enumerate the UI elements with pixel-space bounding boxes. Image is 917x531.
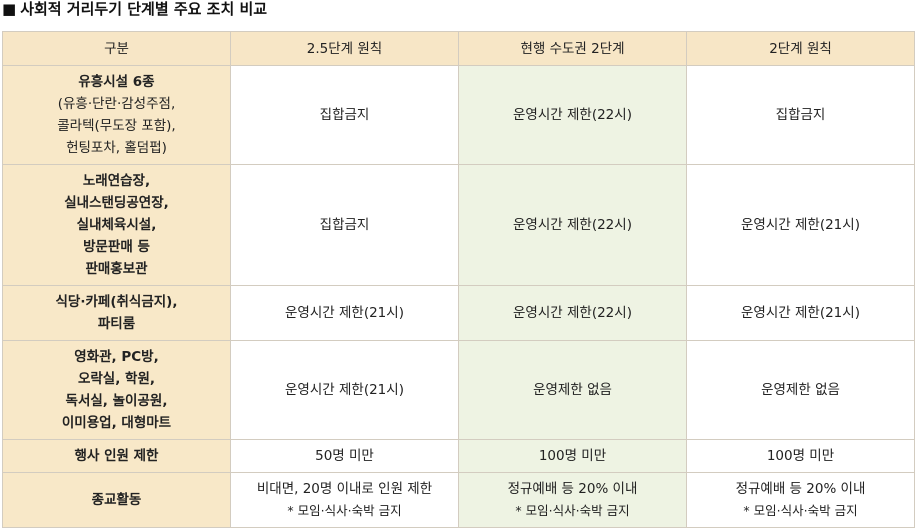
cell-current-capital-level-2: 정규예배 등 20% 이내 * 모임·식사·숙박 금지 bbox=[458, 472, 687, 528]
row-category: 식당·카페(취식금지), 파티룸 bbox=[2, 285, 231, 341]
cell-current-capital-level-2: 운영시간 제한(22시) bbox=[458, 164, 687, 286]
row-category-subline: 콜라텍(무도장 포함), bbox=[57, 118, 176, 134]
cell-text: 비대면, 20명 이내로 인원 제한 bbox=[256, 481, 433, 497]
cell-current-capital-level-2: 100명 미만 bbox=[458, 439, 687, 473]
measures-comparison-table: 구분 2.5단계 원칙 현행 수도권 2단계 2단계 원칙 유흥시설 6종 (유흥… bbox=[2, 31, 915, 528]
cell-text: 집합금지 bbox=[319, 107, 370, 123]
row-category: 행사 인원 제한 bbox=[2, 439, 231, 473]
row-category-line: 방문판매 등 bbox=[83, 239, 150, 255]
row-category-line: 영화관, PC방, bbox=[74, 349, 159, 365]
cell-text: 운영시간 제한(21시) bbox=[285, 305, 404, 321]
page-title-text: 사회적 거리두기 단계별 주요 조치 비교 bbox=[20, 0, 268, 18]
cell-text: 운영제한 없음 bbox=[533, 382, 612, 398]
row-category-line: 실내스탠딩공연장, bbox=[64, 195, 169, 211]
cell-level-2-5-principle: 집합금지 bbox=[230, 164, 459, 286]
row-category: 유흥시설 6종 (유흥·단란·감성주점, 콜라텍(무도장 포함), 헌팅포차, 홀덤펍… bbox=[2, 65, 231, 165]
cell-current-capital-level-2: 운영시간 제한(22시) bbox=[458, 65, 687, 165]
table-row: 유흥시설 6종 (유흥·단란·감성주점, 콜라텍(무도장 포함), 헌팅포차, 홀덤펍… bbox=[2, 65, 915, 165]
table-header-row: 구분 2.5단계 원칙 현행 수도권 2단계 2단계 원칙 bbox=[2, 31, 915, 66]
cell-text: 정규예배 등 20% 이내 bbox=[735, 481, 866, 497]
row-category: 종교활동 bbox=[2, 472, 231, 528]
cell-text: 집합금지 bbox=[775, 107, 826, 123]
table-row: 영화관, PC방, 오락실, 학원, 독서실, 놀이공원, 이미용업, 대형마트 운영시… bbox=[2, 340, 915, 440]
cell-level-2-5-principle: 운영시간 제한(21시) bbox=[230, 340, 459, 440]
row-category-line: 행사 인원 제한 bbox=[74, 448, 159, 464]
cell-note: * 모임·식사·숙박 금지 bbox=[515, 503, 630, 518]
cell-text: 운영시간 제한(22시) bbox=[513, 305, 632, 321]
cell-level-2-5-principle: 50명 미만 bbox=[230, 439, 459, 473]
page-title: ■ 사회적 거리두기 단계별 주요 조치 비교 bbox=[2, 0, 267, 22]
header-current-capital-level-2: 현행 수도권 2단계 bbox=[458, 31, 687, 66]
table-row: 식당·카페(취식금지), 파티룸 운영시간 제한(21시) 운영시간 제한(22시) 운… bbox=[2, 285, 915, 341]
cell-text: 운영제한 없음 bbox=[761, 382, 840, 398]
cell-level-2-principle: 정규예배 등 20% 이내 * 모임·식사·숙박 금지 bbox=[686, 472, 915, 528]
cell-level-2-5-principle: 집합금지 bbox=[230, 65, 459, 165]
row-category-subline: 헌팅포차, 홀덤펍) bbox=[66, 140, 167, 156]
cell-text: 100명 미만 bbox=[538, 448, 607, 464]
row-category-line: 오락실, 학원, bbox=[77, 371, 156, 387]
cell-note: * 모임·식사·숙박 금지 bbox=[287, 503, 402, 518]
cell-level-2-principle: 운영시간 제한(21시) bbox=[686, 164, 915, 286]
cell-level-2-principle: 운영제한 없음 bbox=[686, 340, 915, 440]
cell-level-2-principle: 집합금지 bbox=[686, 65, 915, 165]
cell-level-2-5-principle: 비대면, 20명 이내로 인원 제한 * 모임·식사·숙박 금지 bbox=[230, 472, 459, 528]
header-level-2-5-principle: 2.5단계 원칙 bbox=[230, 31, 459, 66]
row-category-line: 노래연습장, bbox=[82, 173, 151, 189]
cell-text: 운영시간 제한(22시) bbox=[513, 217, 632, 233]
cell-text: 정규예배 등 20% 이내 bbox=[507, 481, 638, 497]
row-category-line: 식당·카페(취식금지), bbox=[55, 294, 178, 310]
row-category-line: 독서실, 놀이공원, bbox=[65, 393, 168, 409]
row-category-subline: (유흥·단란·감성주점, bbox=[57, 96, 176, 112]
table-row: 행사 인원 제한 50명 미만 100명 미만 100명 미만 bbox=[2, 439, 915, 473]
cell-note: * 모임·식사·숙박 금지 bbox=[743, 503, 858, 518]
row-category-line: 유흥시설 6종 bbox=[78, 74, 155, 90]
row-category-line: 종교활동 bbox=[91, 492, 142, 508]
row-category-line: 파티룸 bbox=[97, 316, 136, 332]
square-bullet-icon: ■ bbox=[2, 0, 17, 18]
cell-text: 100명 미만 bbox=[766, 448, 835, 464]
row-category: 영화관, PC방, 오락실, 학원, 독서실, 놀이공원, 이미용업, 대형마트 bbox=[2, 340, 231, 440]
cell-current-capital-level-2: 운영시간 제한(22시) bbox=[458, 285, 687, 341]
cell-text: 집합금지 bbox=[319, 217, 370, 233]
header-level-2-principle: 2단계 원칙 bbox=[686, 31, 915, 66]
table-row: 종교활동 비대면, 20명 이내로 인원 제한 * 모임·식사·숙박 금지 정규예배 … bbox=[2, 472, 915, 528]
row-category-line: 판매홍보관 bbox=[85, 261, 148, 277]
row-category-line: 이미용업, 대형마트 bbox=[61, 415, 172, 431]
cell-text: 운영시간 제한(21시) bbox=[741, 217, 860, 233]
header-category: 구분 bbox=[2, 31, 231, 66]
cell-level-2-principle: 100명 미만 bbox=[686, 439, 915, 473]
cell-text: 운영시간 제한(21시) bbox=[285, 382, 404, 398]
cell-text: 운영시간 제한(21시) bbox=[741, 305, 860, 321]
cell-level-2-5-principle: 운영시간 제한(21시) bbox=[230, 285, 459, 341]
cell-text: 운영시간 제한(22시) bbox=[513, 107, 632, 123]
cell-text: 50명 미만 bbox=[315, 448, 374, 464]
cell-level-2-principle: 운영시간 제한(21시) bbox=[686, 285, 915, 341]
cell-current-capital-level-2: 운영제한 없음 bbox=[458, 340, 687, 440]
row-category-line: 실내체육시설, bbox=[76, 217, 157, 233]
